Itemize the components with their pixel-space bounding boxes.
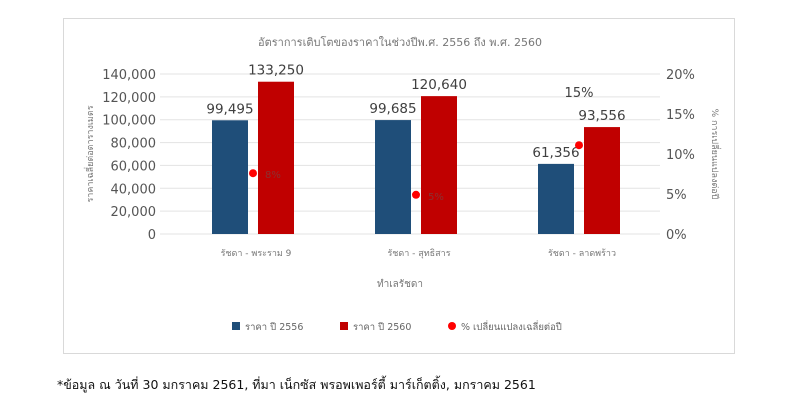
data-label: 120,640 bbox=[411, 77, 467, 93]
data-label: 99,685 bbox=[369, 101, 416, 117]
chart-title: อัตราการเติบโตของราคาในช่วงปีพ.ศ. 2556 ถ… bbox=[258, 35, 542, 49]
data-label: 93,556 bbox=[578, 108, 625, 124]
point bbox=[575, 141, 583, 150]
bar bbox=[375, 120, 411, 234]
legend-label: % เปลี่ยนแปลงเฉลี่ยต่อปี bbox=[461, 320, 562, 333]
y-tick-label: 100,000 bbox=[102, 114, 156, 129]
y-axis-title: ราคาเฉลี่ยต่อตารางเมตร bbox=[83, 105, 96, 202]
legend-marker bbox=[340, 322, 348, 330]
y2-tick-label: 15% bbox=[666, 108, 695, 123]
y2-tick-label: 20% bbox=[666, 68, 695, 83]
data-label: 8% bbox=[265, 170, 281, 181]
y2-tick-label: 5% bbox=[666, 188, 687, 203]
bar bbox=[258, 81, 294, 234]
legend-marker bbox=[232, 322, 240, 330]
x-tick-label: รัชดา - พระราม 9 bbox=[221, 249, 292, 259]
x-axis-title: ทำเลรัชดา bbox=[377, 279, 423, 290]
x-tick-label: รัชดา - ลาดพร้าว bbox=[548, 248, 616, 259]
y2-tick-label: 0% bbox=[666, 228, 687, 243]
bar bbox=[538, 163, 574, 234]
footnote: *ข้อมูล ณ วันที่ 30 มกราคม 2561, ที่มา เ… bbox=[57, 377, 536, 392]
data-label: 99,495 bbox=[206, 101, 253, 117]
y2-tick-label: 10% bbox=[666, 148, 695, 163]
bar bbox=[584, 127, 620, 234]
y-tick-label: 20,000 bbox=[111, 205, 157, 220]
point bbox=[412, 190, 420, 199]
legend-label: ราคา ปี 2560 bbox=[353, 321, 411, 333]
legend-label: ราคา ปี 2556 bbox=[245, 321, 303, 333]
y-tick-label: 40,000 bbox=[111, 182, 157, 197]
y2-axis-title: % การเปลี่ยนแปลงต่อปี bbox=[709, 109, 722, 200]
x-tick-label: รัชดา - สุทธิสาร bbox=[387, 248, 450, 259]
y-tick-label: 140,000 bbox=[102, 68, 156, 83]
point bbox=[249, 169, 257, 178]
data-label: 15% bbox=[565, 86, 594, 101]
bar bbox=[212, 120, 248, 234]
y-tick-label: 0 bbox=[148, 228, 156, 243]
y-tick-label: 120,000 bbox=[102, 91, 156, 106]
legend-marker bbox=[448, 322, 456, 330]
chart-frame bbox=[63, 18, 735, 354]
data-label: 61,356 bbox=[532, 145, 579, 161]
y-tick-label: 80,000 bbox=[111, 137, 157, 152]
y-tick-label: 60,000 bbox=[111, 159, 157, 174]
data-label: 5% bbox=[428, 192, 444, 203]
data-label: 133,250 bbox=[248, 63, 304, 79]
bar bbox=[421, 96, 457, 234]
